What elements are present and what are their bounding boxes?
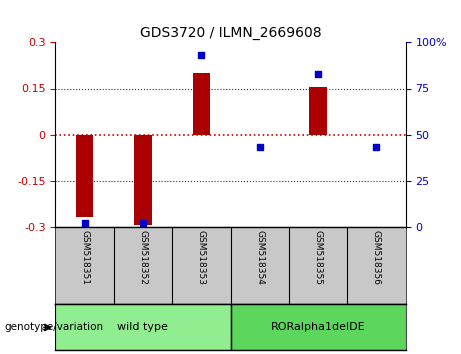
Point: [314, 71, 322, 76]
Text: GSM518353: GSM518353: [197, 230, 206, 285]
Point: [139, 220, 147, 226]
Text: GSM518352: GSM518352: [138, 230, 148, 285]
Bar: [134, 135, 152, 225]
Point: [81, 220, 88, 226]
Bar: [55, 304, 230, 350]
Point: [198, 52, 205, 58]
Point: [373, 144, 380, 150]
Text: RORalpha1delDE: RORalpha1delDE: [271, 322, 366, 332]
Point: [256, 144, 263, 150]
Text: GSM518355: GSM518355: [313, 230, 323, 285]
Text: genotype/variation: genotype/variation: [5, 322, 104, 332]
Text: GSM518351: GSM518351: [80, 230, 89, 285]
Text: wild type: wild type: [118, 322, 168, 332]
Bar: [309, 87, 327, 135]
Text: GSM518354: GSM518354: [255, 230, 264, 285]
Bar: [230, 304, 406, 350]
Bar: [193, 73, 210, 135]
Bar: [76, 135, 93, 217]
Title: GDS3720 / ILMN_2669608: GDS3720 / ILMN_2669608: [140, 26, 321, 40]
Text: GSM518356: GSM518356: [372, 230, 381, 285]
